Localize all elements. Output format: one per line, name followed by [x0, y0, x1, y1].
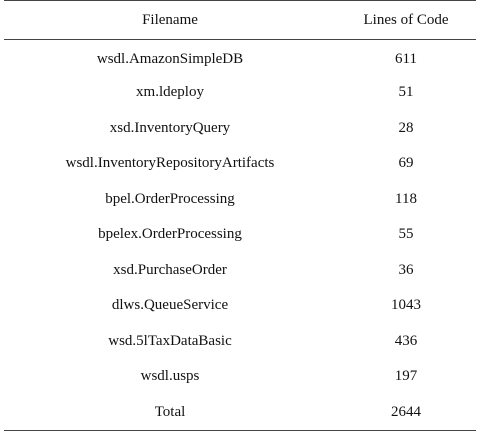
- table-row: bpel.OrderProcessing 118: [4, 182, 476, 218]
- loc-cell: 55: [398, 226, 414, 243]
- table-row: wsdl.AmazonSimpleDB 611: [4, 40, 476, 76]
- table-row: dlws.QueueService 1043: [4, 288, 476, 324]
- loc-table-container: Filename Lines of Code wsdl.AmazonSimple…: [4, 0, 476, 431]
- loc-cell: 1043: [391, 297, 421, 314]
- loc-cell: 28: [398, 119, 414, 136]
- loc-cell: 69: [398, 155, 414, 172]
- table-body: wsdl.AmazonSimpleDB 611 xm.ldeploy 51 xs…: [4, 40, 476, 431]
- loc-cell: 197: [394, 368, 418, 385]
- loc-cell: 611: [395, 51, 417, 67]
- total-row: Total 2644: [4, 394, 476, 431]
- table-header: Filename Lines of Code: [4, 0, 476, 40]
- loc-cell: 436: [394, 332, 418, 349]
- table-row: xsd.PurchaseOrder 36: [4, 253, 476, 289]
- filename-cell: xm.ldeploy: [136, 84, 204, 101]
- table-row: wsdl.usps 197: [4, 359, 476, 395]
- loc-cell: 36: [398, 261, 414, 278]
- filename-cell: wsd.5lTaxDataBasic: [108, 332, 232, 349]
- filename-cell: xsd.PurchaseOrder: [113, 261, 227, 278]
- total-value-cell: 2644: [336, 394, 476, 431]
- table-row: wsd.5lTaxDataBasic 436: [4, 324, 476, 360]
- column-header-filename: Filename: [4, 0, 336, 40]
- total-label-cell: Total: [4, 394, 336, 431]
- table-row: xsd.InventoryQuery 28: [4, 111, 476, 147]
- filename-cell: xsd.InventoryQuery: [109, 119, 231, 136]
- filename-cell: bpel.OrderProcessing: [105, 190, 235, 207]
- table-row: bpelex.OrderProcessing 55: [4, 217, 476, 253]
- loc-table: Filename Lines of Code wsdl.AmazonSimple…: [4, 0, 476, 431]
- filename-cell: wsdl.AmazonSimpleDB: [96, 51, 244, 67]
- loc-cell: 51: [398, 84, 414, 101]
- header-row: Filename Lines of Code: [4, 0, 476, 40]
- table-row: wsdl.InventoryRepositoryArtifacts 69: [4, 146, 476, 182]
- filename-cell: wsdl.InventoryRepositoryArtifacts: [65, 155, 275, 172]
- column-header-lines-of-code: Lines of Code: [336, 0, 476, 40]
- filename-cell: dlws.QueueService: [111, 297, 229, 314]
- filename-cell: wsdl.usps: [140, 368, 200, 385]
- filename-cell: bpelex.OrderProcessing: [98, 226, 242, 243]
- loc-cell: 118: [395, 190, 417, 207]
- table-row: xm.ldeploy 51: [4, 75, 476, 111]
